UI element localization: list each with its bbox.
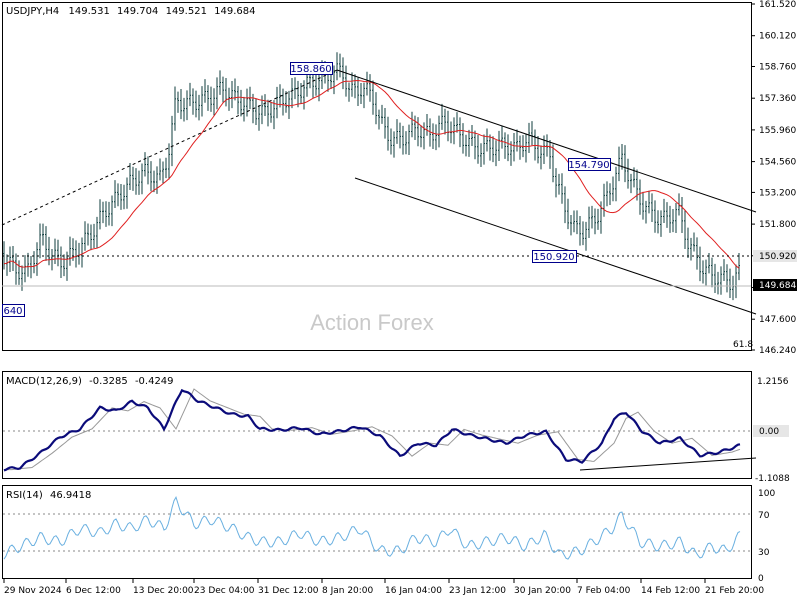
price-tick: 155.960: [759, 126, 796, 136]
rsi-value: 46.9418: [50, 490, 91, 501]
high-value: 149.704: [117, 6, 158, 17]
current-price-box: 149.684: [753, 279, 797, 291]
rsi-tick-70: 70: [758, 511, 770, 521]
level-price-box: 150.920: [753, 250, 797, 262]
price-layer: [3, 52, 740, 301]
price-tick: 146.240: [759, 346, 796, 356]
macd-main-line: [3, 388, 741, 472]
macd-tick-top: 1.2156: [757, 377, 789, 387]
price-tick: 154.560: [759, 158, 796, 168]
price-tick: 153.200: [759, 188, 796, 198]
macd-panel-frame: [2, 371, 752, 479]
svg-text:154.790: 154.790: [568, 160, 609, 171]
time-tick: 8 Jan 20:00: [322, 586, 374, 596]
macd-layer: [3, 388, 741, 472]
time-tick: 30 Jan 20:00: [514, 586, 571, 596]
macd-y-axis: 1.2156 0.00 -1.1088: [753, 377, 790, 484]
time-tick: 21 Feb 20:00: [705, 586, 764, 596]
price-tick: 147.600: [759, 315, 796, 325]
macd-tick-bottom: -1.1088: [755, 474, 790, 484]
macd-signal-line: [4, 388, 741, 471]
callout-640: 640: [2, 304, 25, 317]
channel-upper-line: [336, 69, 757, 213]
moving-average-layer: [3, 79, 740, 269]
rsi-label: RSI(14): [6, 490, 43, 501]
callout-158860: 158.860: [290, 62, 333, 75]
price-tick: 160.120: [759, 32, 796, 42]
macd-label: MACD(12,26,9): [6, 376, 82, 387]
macd-header: MACD(12,26,9) -0.3285 -0.4249: [6, 376, 174, 387]
watermark: Action Forex: [310, 310, 434, 335]
rsi-tick-0: 0: [758, 574, 764, 584]
rsi-layer: [3, 495, 741, 560]
price-panel-frame: [2, 2, 752, 351]
time-tick: 13 Dec 20:00: [133, 586, 194, 596]
macd-main-value: -0.3285: [89, 376, 128, 387]
rsi-y-axis: 100 70 30 0: [758, 489, 775, 584]
moving-average-line: [3, 79, 740, 269]
channel-lines: [1, 69, 757, 315]
callout-154790: 154.790: [568, 158, 611, 171]
price-tick: 161.520: [759, 0, 796, 10]
channel-lower-line: [354, 177, 757, 315]
time-axis: 29 Nov 2024 6 Dec 12:00 13 Dec 20:00 23 Dec…: [3, 578, 764, 596]
callout-150920: 150.920: [532, 250, 577, 263]
price-header: USDJPY,H4 149.531 149.704 149.521 149.68…: [6, 6, 255, 17]
price-y-axis: 161.520 160.120 158.760 157.360 155.960 154.5…: [751, 0, 796, 356]
macd-trend-line: [579, 457, 757, 471]
fib-label: 61.8: [733, 340, 753, 350]
macd-signal-value: -0.4249: [135, 376, 174, 387]
price-tick: 151.800: [759, 220, 796, 230]
time-tick: 6 Dec 12:00: [66, 586, 121, 596]
svg-text:640: 640: [3, 306, 22, 317]
low-value: 149.521: [166, 6, 207, 17]
time-tick: 29 Nov 2024: [4, 586, 62, 596]
svg-text:150.920: 150.920: [759, 252, 796, 262]
time-tick: 7 Feb 04:00: [577, 586, 631, 596]
macd-tick-zero: 0.00: [759, 427, 779, 437]
rsi-tick-100: 100: [758, 489, 775, 499]
price-tick: 157.360: [759, 94, 796, 104]
time-tick: 23 Dec 04:00: [194, 586, 255, 596]
time-tick: 16 Jan 04:00: [385, 586, 442, 596]
rsi-header: RSI(14) 46.9418: [6, 490, 91, 501]
time-tick: 14 Feb 12:00: [641, 586, 700, 596]
svg-text:149.684: 149.684: [759, 281, 796, 291]
svg-text:150.920: 150.920: [533, 252, 574, 263]
time-tick: 31 Dec 12:00: [258, 586, 319, 596]
close-value: 149.684: [214, 6, 255, 17]
price-tick: 158.760: [759, 62, 796, 72]
macd-current-box: [753, 425, 789, 437]
trend-dashed-line: [1, 69, 338, 226]
time-tick: 23 Jan 12:00: [449, 586, 506, 596]
symbol-label: USDJPY,H4: [6, 6, 59, 17]
rsi-line: [3, 495, 741, 560]
rsi-panel-frame: [2, 485, 752, 579]
rsi-tick-30: 30: [758, 548, 770, 558]
svg-text:158.860: 158.860: [290, 64, 331, 75]
open-value: 149.531: [68, 6, 109, 17]
